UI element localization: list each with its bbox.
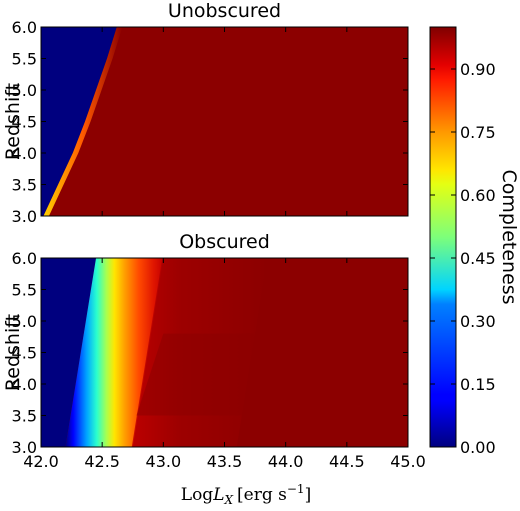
ytick-label: 5.0 [12,81,37,100]
ytick-label: 5.5 [12,281,37,300]
ytick-label: 4.0 [12,375,37,394]
transition-band [65,258,164,447]
xtick-label: 43.0 [146,452,182,471]
ytick-label: 4.5 [12,113,37,132]
ytick-label: 4.5 [12,344,37,363]
colorbar: 0.00 0.15 0.30 0.45 0.60 0.75 0.90 Completenes… [429,26,520,457]
colorbar-tick-label: 0.45 [460,249,496,268]
xtick-label: 45.0 [390,452,426,471]
colorbar-tick-label: 0.90 [460,60,496,79]
region-incomplete [41,258,97,447]
xtick-label: 44.0 [268,452,304,471]
completeness-step [136,333,408,416]
ytick-label: 3.0 [12,207,37,226]
yticks-unobscured: 3.0 3.5 4.0 4.5 5.0 5.5 6.0 [12,18,408,226]
ylabel-obscured: Redshift [2,314,24,391]
yticks-obscured: 3.0 3.5 4.0 4.5 5.0 5.5 6.0 [12,249,408,457]
xlabel-subscript: X [223,493,233,507]
ytick-label: 3.5 [12,407,37,426]
xlabel-units: [erg s [237,485,287,505]
xtick-label: 44.5 [329,452,365,471]
heatmap-unobscured [41,27,408,216]
colorbar-tick-label: 0.60 [460,186,496,205]
ytick-label: 3.5 [12,176,37,195]
ytick-label: 3.0 [12,438,37,457]
colorbar-ticks: 0.00 0.15 0.30 0.45 0.60 0.75 0.90 [430,60,496,457]
region-incomplete [41,27,117,216]
title-obscured: Obscured [179,231,270,253]
xlabel: LogLX [erg s−1] [181,482,311,507]
title-unobscured: Unobscured [168,0,281,22]
ytick-label: 4.0 [12,144,37,163]
xlabel-exponent: −1 [287,482,305,496]
colorbar-tick-label: 0.75 [460,123,496,142]
xlabel-prefix: Log [181,485,214,505]
ytick-label: 6.0 [12,18,37,37]
colorbar-tick-label: 0.00 [460,438,496,457]
ytick-label: 6.0 [12,249,37,268]
colorbar-gradient [429,26,457,448]
ytick-label: 5.5 [12,50,37,69]
xtick-label: 43.5 [207,452,243,471]
xtick-label: 42.0 [23,452,59,471]
xtick-label: 42.5 [84,452,120,471]
ylabel-unobscured: Redshift [2,83,24,160]
colorbar-label: Completeness [498,169,520,304]
xticks-obscured: 42.0 42.5 43.0 43.5 44.0 44.5 45.0 [23,27,426,471]
colorbar-tick-label: 0.30 [460,312,496,331]
heatmap-obscured [41,258,408,447]
completeness-boundary [43,27,123,216]
xlabel-close: ] [305,485,312,505]
panel-unobscured: 3.0 3.5 4.0 4.5 5.0 5.5 6.0 Unobscured Redshif… [2,0,409,226]
panel-obscured: 3.0 3.5 4.0 4.5 5.0 5.5 6.0 42.0 42.5 43.0 43.5 44… [2,27,426,507]
colorbar-tick-label: 0.15 [460,375,496,394]
xlabel-symbol: L [212,485,224,505]
ytick-label: 5.0 [12,312,37,331]
